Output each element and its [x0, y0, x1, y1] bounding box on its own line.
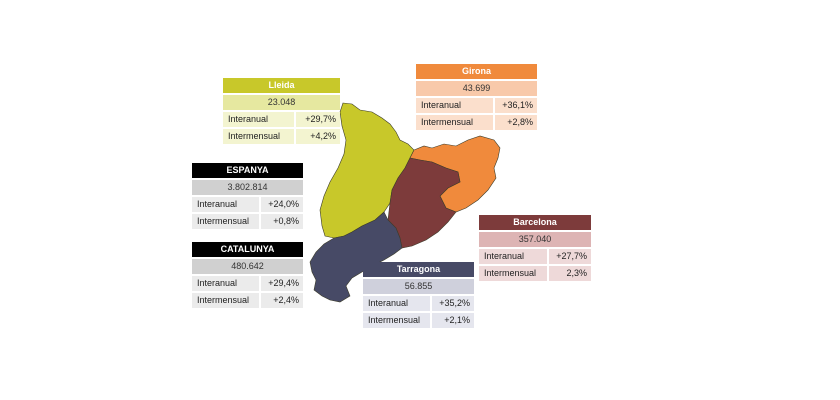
total-card-espanya: ESPANYA 3.802.814 Interanual +24,0% Inte…	[192, 163, 303, 229]
value-interanual-tarragona: +35,2%	[430, 296, 474, 311]
label-intermensual: Intermensual	[484, 268, 537, 278]
region-name-lleida: Lleida	[223, 78, 340, 93]
region-value-girona: 43.699	[416, 81, 537, 96]
label-intermensual: Intermensual	[368, 315, 421, 325]
region-name-barcelona: Barcelona	[479, 215, 591, 230]
region-card-girona: Girona 43.699 Interanual +36,1% Intermen…	[416, 64, 537, 130]
region-name-girona: Girona	[416, 64, 537, 79]
label-interanual: Interanual	[368, 298, 409, 308]
label-interanual: Interanual	[197, 199, 238, 209]
total-name-espanya: ESPANYA	[192, 163, 303, 178]
region-value-barcelona: 357.040	[479, 232, 591, 247]
total-name-catalunya: CATALUNYA	[192, 242, 303, 257]
label-interanual: Interanual	[484, 251, 525, 261]
value-interanual-catalunya: +29,4%	[259, 276, 303, 291]
row-interanual-espanya: Interanual +24,0%	[192, 197, 303, 212]
region-value-lleida: 23.048	[223, 95, 340, 110]
label-intermensual: Intermensual	[197, 295, 250, 305]
row-intermensual-catalunya: Intermensual +2,4%	[192, 293, 303, 308]
region-card-lleida: Lleida 23.048 Interanual +29,7% Intermen…	[223, 78, 340, 144]
region-card-barcelona: Barcelona 357.040 Interanual +27,7% Inte…	[479, 215, 591, 281]
value-interanual-girona: +36,1%	[493, 98, 537, 113]
total-value-catalunya: 480.642	[192, 259, 303, 274]
row-intermensual-barcelona: Intermensual 2,3%	[479, 266, 591, 281]
row-interanual-tarragona: Interanual +35,2%	[363, 296, 474, 311]
label-intermensual: Intermensual	[197, 216, 250, 226]
row-intermensual-tarragona: Intermensual +2,1%	[363, 313, 474, 328]
value-intermensual-girona: +2,8%	[493, 115, 537, 130]
value-intermensual-lleida: +4,2%	[294, 129, 340, 144]
row-intermensual-lleida: Intermensual +4,2%	[223, 129, 340, 144]
region-value-tarragona: 56.855	[363, 279, 474, 294]
region-card-tarragona: Tarragona 56.855 Interanual +35,2% Inter…	[363, 262, 474, 328]
value-interanual-lleida: +29,7%	[294, 112, 340, 127]
row-intermensual-espanya: Intermensual +0,8%	[192, 214, 303, 229]
row-interanual-lleida: Interanual +29,7%	[223, 112, 340, 127]
row-intermensual-girona: Intermensual +2,8%	[416, 115, 537, 130]
row-interanual-catalunya: Interanual +29,4%	[192, 276, 303, 291]
value-intermensual-tarragona: +2,1%	[430, 313, 474, 328]
label-intermensual: Intermensual	[421, 117, 474, 127]
total-card-catalunya: CATALUNYA 480.642 Interanual +29,4% Inte…	[192, 242, 303, 308]
row-interanual-barcelona: Interanual +27,7%	[479, 249, 591, 264]
region-name-tarragona: Tarragona	[363, 262, 474, 277]
value-intermensual-barcelona: 2,3%	[547, 266, 591, 281]
value-interanual-barcelona: +27,7%	[547, 249, 591, 264]
row-interanual-girona: Interanual +36,1%	[416, 98, 537, 113]
region-tarragona	[309, 211, 403, 303]
region-barcelona	[387, 157, 461, 249]
value-intermensual-catalunya: +2,4%	[259, 293, 303, 308]
total-value-espanya: 3.802.814	[192, 180, 303, 195]
label-interanual: Interanual	[197, 278, 238, 288]
value-intermensual-espanya: +0,8%	[259, 214, 303, 229]
value-interanual-espanya: +24,0%	[259, 197, 303, 212]
label-interanual: Interanual	[421, 100, 462, 110]
label-intermensual: Intermensual	[228, 131, 281, 141]
label-interanual: Interanual	[228, 114, 269, 124]
